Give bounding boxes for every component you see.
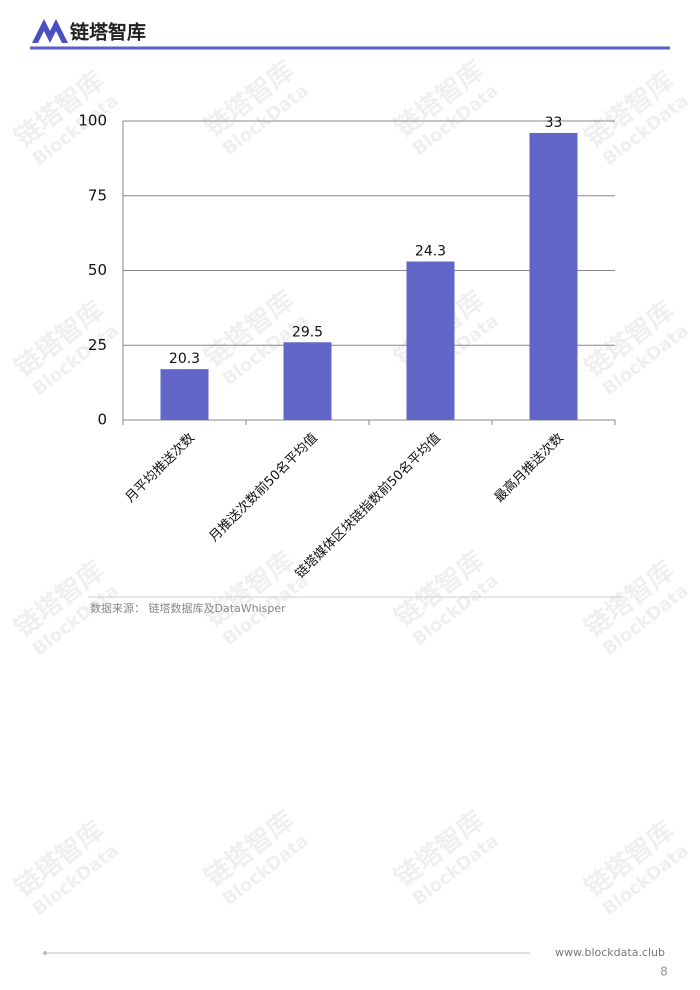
source: 数据来源： 链塔数据库及DataWhisper xyxy=(90,601,286,615)
y-tick-label: 75 xyxy=(88,186,107,204)
footer-url: www.blockdata.club xyxy=(555,946,665,959)
bar-annotation: 24.3 xyxy=(415,244,446,260)
y-tick-label: 50 xyxy=(88,261,107,279)
bar xyxy=(160,369,209,420)
bar xyxy=(406,261,455,420)
bar-annotation: 20.3 xyxy=(169,351,200,367)
bar xyxy=(283,342,332,420)
x-tick-label: 最高月推送次数 xyxy=(491,430,567,506)
chart: 0 25 50 75 100 20.3 月平均推送次数 29.5 月推送次数前50名平均值 24.… xyxy=(78,112,616,582)
x-tick-label: 月平均推送次数 xyxy=(122,430,198,506)
bar-annotation: 29.5 xyxy=(292,324,323,340)
bar xyxy=(529,132,578,420)
x-tick-label: 月推送次数前50名平均值 xyxy=(206,430,321,545)
footer-dot xyxy=(43,951,47,955)
header-title: 链塔智库 xyxy=(70,21,146,44)
y-tick-label: 100 xyxy=(78,112,107,130)
bar-annotation: 33 xyxy=(545,115,563,131)
page-number: 8 xyxy=(660,965,668,979)
x-tick-label: 链塔媒体区块链指数前50名平均值 xyxy=(292,430,444,582)
y-tick-label: 0 xyxy=(97,411,107,429)
y-tick-label: 25 xyxy=(88,336,107,354)
logo-icon xyxy=(32,19,68,43)
